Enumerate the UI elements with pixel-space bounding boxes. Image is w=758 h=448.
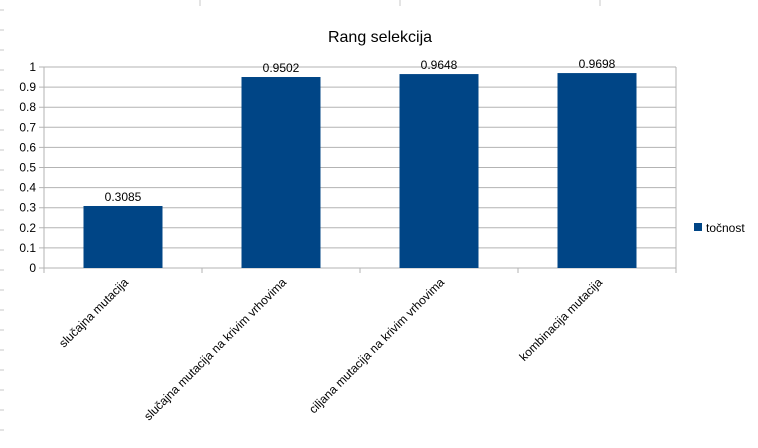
data-label: 0.9698 — [579, 57, 616, 71]
y-tick-label: 0.2 — [19, 221, 36, 235]
legend-label: točnost — [706, 221, 745, 235]
y-tick-label: 0.3 — [19, 201, 36, 215]
data-label: 0.9502 — [263, 61, 300, 75]
bar — [241, 77, 321, 268]
y-tick-label: 0.4 — [19, 181, 36, 195]
x-category-label: slučajna mutacija — [56, 275, 131, 350]
x-axis-ticks: slučajna mutacija slučajna mutacija na kr… — [56, 275, 605, 423]
y-tick-label: 0.7 — [19, 120, 36, 134]
y-tick-label: 0.9 — [19, 80, 36, 94]
y-tick-label: 0.6 — [19, 140, 36, 154]
data-label: 0.3085 — [105, 190, 142, 204]
data-label: 0.9648 — [421, 58, 458, 72]
sheet-edge-marks — [0, 0, 601, 431]
bar — [399, 74, 479, 269]
x-category-label: kombinacija mutacija — [516, 275, 605, 364]
y-tick-label: 0.8 — [19, 100, 36, 114]
bars — [83, 73, 637, 269]
chart-title: Rang selekcija — [328, 29, 432, 46]
y-tick-label: 1 — [29, 60, 36, 74]
bar — [557, 73, 637, 269]
x-category-label: ciljana mutacija na krivim vrhovima — [306, 275, 447, 416]
legend-swatch — [694, 223, 702, 231]
bar — [83, 205, 163, 268]
legend: točnost — [694, 221, 745, 235]
y-tick-label: 0.1 — [19, 241, 36, 255]
data-labels: 0.3085 0.9502 0.9648 0.9698 — [105, 57, 616, 204]
x-category-label: slučajna mutacija na krivim vrhovima — [141, 275, 289, 423]
y-tick-label: 0 — [29, 261, 36, 275]
y-tick-label: 0.5 — [19, 161, 36, 175]
y-axis-ticks: 0 0.1 0.2 0.3 0.4 0.5 0.6 0.7 0.8 0.9 1 — [19, 60, 36, 275]
